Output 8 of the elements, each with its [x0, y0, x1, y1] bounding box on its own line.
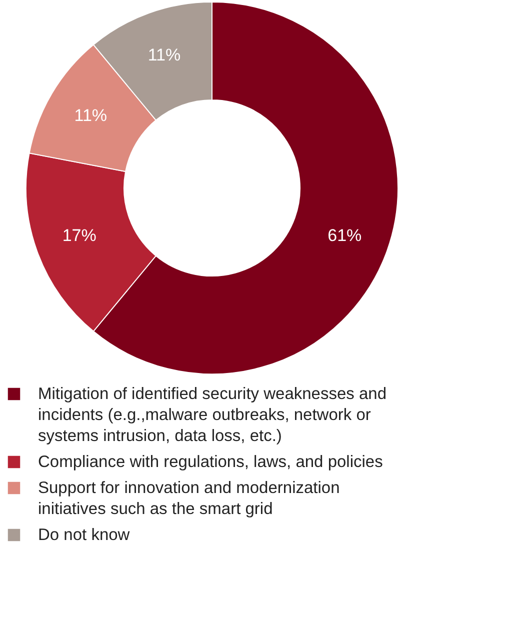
legend-label: Compliance with regulations, laws, and policies: [38, 453, 383, 471]
data-label: 11%: [74, 106, 108, 126]
data-label: 17%: [62, 226, 96, 245]
legend-label: Mitigation of identified security weaknesses and incidents (e.g.,malware outbreaks, network or systems intrusion, data loss, etc.): [38, 385, 387, 445]
legend-label: Support for innovation and modernization initiatives such as the smart grid: [38, 479, 340, 518]
data-label: 61%: [328, 226, 362, 245]
data-label: 11%: [148, 45, 181, 64]
legend-label: Do not know: [38, 526, 130, 544]
